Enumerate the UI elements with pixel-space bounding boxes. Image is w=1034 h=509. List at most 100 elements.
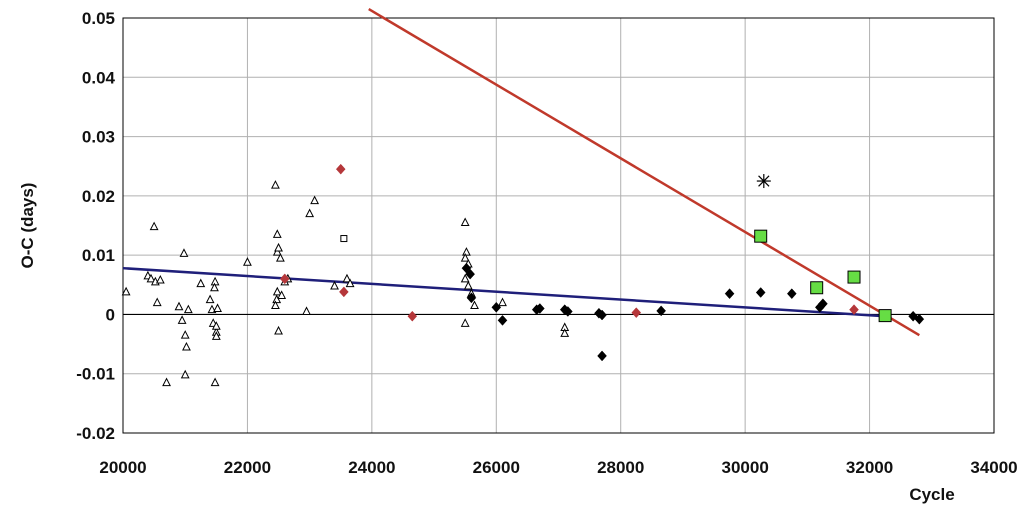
diamond-marker [497, 314, 508, 326]
triangle-marker [196, 278, 206, 288]
diamond-marker [786, 288, 797, 300]
open-square-marker [340, 235, 348, 243]
triangle-marker [462, 247, 471, 256]
green-square-marker [878, 309, 892, 323]
triangle-marker [460, 318, 470, 327]
triangle-marker [330, 280, 339, 290]
triangle-marker [182, 341, 191, 351]
triangle-marker [463, 280, 473, 290]
triangle-marker [271, 300, 280, 310]
triangle-marker [498, 297, 507, 307]
fit-line [122, 266, 886, 318]
diamond-marker [656, 305, 666, 317]
y-tick-label: 0.03 [82, 128, 115, 147]
asterisk-stroke [758, 175, 770, 187]
triangle-marker [177, 315, 187, 324]
x-tick-label: 20000 [99, 458, 146, 477]
triangle-marker [213, 303, 222, 312]
triangle-marker [210, 377, 220, 387]
triangle-marker [460, 273, 470, 283]
green-square-marker [810, 281, 824, 295]
diamond-marker [534, 303, 545, 314]
y-tick-label: 0.01 [82, 246, 115, 265]
triangle-marker [155, 274, 165, 284]
triangle-marker [470, 300, 479, 310]
triangle-marker [302, 306, 311, 315]
diamond-marker [491, 301, 502, 313]
diamond-marker [339, 286, 349, 298]
x-tick-label: 24000 [348, 458, 395, 477]
triangle-marker [272, 286, 282, 296]
triangle-marker [345, 278, 355, 288]
triangle-marker [162, 377, 171, 387]
triangle-marker [210, 282, 219, 292]
triangle-marker [211, 331, 221, 340]
y-tick-label: 0.04 [82, 68, 116, 87]
plot-area-frame [122, 17, 995, 434]
triangle-marker [310, 195, 320, 205]
fit-lines [122, 8, 920, 337]
triangle-marker [274, 325, 283, 335]
y-tick-label: -0.02 [76, 424, 115, 443]
triangle-marker [272, 294, 282, 304]
diamond-marker [818, 298, 828, 310]
triangle-marker [275, 253, 285, 262]
x-tick-label: 30000 [722, 458, 769, 477]
asterisk-marker [756, 174, 771, 189]
triangle-marker [243, 257, 252, 266]
triangle-marker [211, 321, 221, 330]
green-square-marker [847, 270, 861, 284]
triangle-marker [272, 229, 282, 238]
triangle-marker [205, 294, 215, 304]
diamond-marker [597, 350, 607, 362]
data-points [121, 163, 925, 387]
triangle-marker [272, 247, 282, 256]
triangle-marker [274, 242, 283, 252]
x-tick-label: 26000 [473, 458, 520, 477]
diamond-marker [724, 288, 735, 300]
triangle-marker [146, 273, 156, 283]
y-tick-label: 0 [106, 305, 115, 324]
fit-line [368, 8, 920, 337]
triangle-marker [271, 180, 280, 189]
diamond-marker [466, 292, 477, 304]
x-axis-tick-labels: 20000 22000 24000 26000 28000 30000 32000 34000 [99, 458, 1017, 477]
triangle-marker [179, 248, 189, 257]
grid-lines [123, 18, 994, 433]
triangle-marker [460, 217, 470, 227]
diamond-marker [407, 310, 418, 322]
triangle-marker [277, 290, 287, 299]
diamond-marker [914, 313, 925, 325]
x-tick-label: 34000 [970, 458, 1017, 477]
diamond-marker [465, 268, 475, 280]
triangle-marker [560, 328, 570, 337]
triangle-marker [149, 221, 159, 231]
triangle-marker [460, 253, 470, 262]
y-axis-tick-labels: 0.05 0.04 0.03 0.02 0.01 0 -0.01 -0.02 [76, 9, 115, 443]
x-tick-label: 22000 [224, 458, 271, 477]
diamond-marker [562, 306, 573, 317]
green-square-marker [754, 229, 768, 243]
y-tick-label: 0.02 [82, 187, 115, 206]
triangle-marker [342, 273, 352, 283]
diamond-marker [335, 163, 346, 175]
diamond-marker [279, 273, 290, 285]
diamond-marker [597, 309, 607, 321]
triangle-marker [152, 297, 162, 307]
diamond-marker [755, 287, 766, 298]
triangle-marker [121, 286, 131, 296]
diamond-marker [631, 307, 642, 319]
triangle-marker [183, 304, 193, 314]
x-axis-title: Cycle [909, 485, 954, 504]
diamond-marker [849, 304, 859, 316]
x-tick-label: 28000 [597, 458, 644, 477]
y-tick-label: 0.05 [82, 9, 115, 28]
triangle-marker [305, 208, 315, 218]
triangle-marker [210, 276, 220, 286]
triangle-marker [180, 330, 190, 339]
y-tick-label: -0.01 [76, 365, 115, 384]
y-axis-title: O-C (days) [18, 183, 37, 269]
triangle-marker [180, 369, 190, 379]
x-tick-label: 32000 [846, 458, 893, 477]
